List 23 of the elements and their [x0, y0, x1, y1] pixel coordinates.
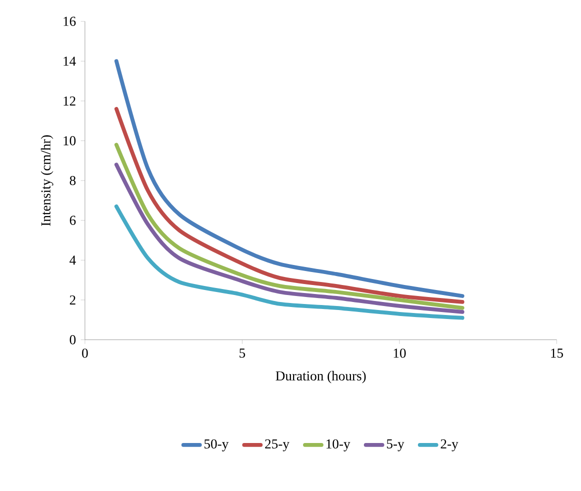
- x-tick-label: 10: [394, 348, 406, 358]
- x-axis-title: Duration (hours): [276, 370, 366, 384]
- y-tick-label: 14: [64, 56, 76, 66]
- y-tick-label: 6: [70, 216, 76, 225]
- y-tick-label: 10: [64, 136, 76, 146]
- x-tick-label: 15: [551, 348, 563, 358]
- y-tick-label: 16: [64, 16, 76, 26]
- legend-label: 25-y: [265, 439, 290, 452]
- line-series: [114, 106, 464, 304]
- line-series: [114, 59, 464, 298]
- legend-label: 50-y: [204, 439, 229, 452]
- line-series: [114, 204, 464, 320]
- y-axis-title: Intensity (cm/hr): [40, 135, 54, 226]
- y-tick-label: 2: [70, 295, 76, 304]
- legend-label: 10-y: [326, 439, 350, 452]
- y-tick-label: 4: [70, 256, 76, 265]
- x-tick-label: 5: [240, 348, 246, 358]
- legend-label: 5-y: [386, 439, 404, 452]
- y-tick-label: 0: [70, 335, 76, 344]
- x-tick-label: 0: [82, 348, 88, 358]
- legend-label: 2-y: [440, 439, 458, 452]
- y-tick-label: 12: [64, 96, 76, 106]
- y-tick-label: 8: [70, 176, 76, 186]
